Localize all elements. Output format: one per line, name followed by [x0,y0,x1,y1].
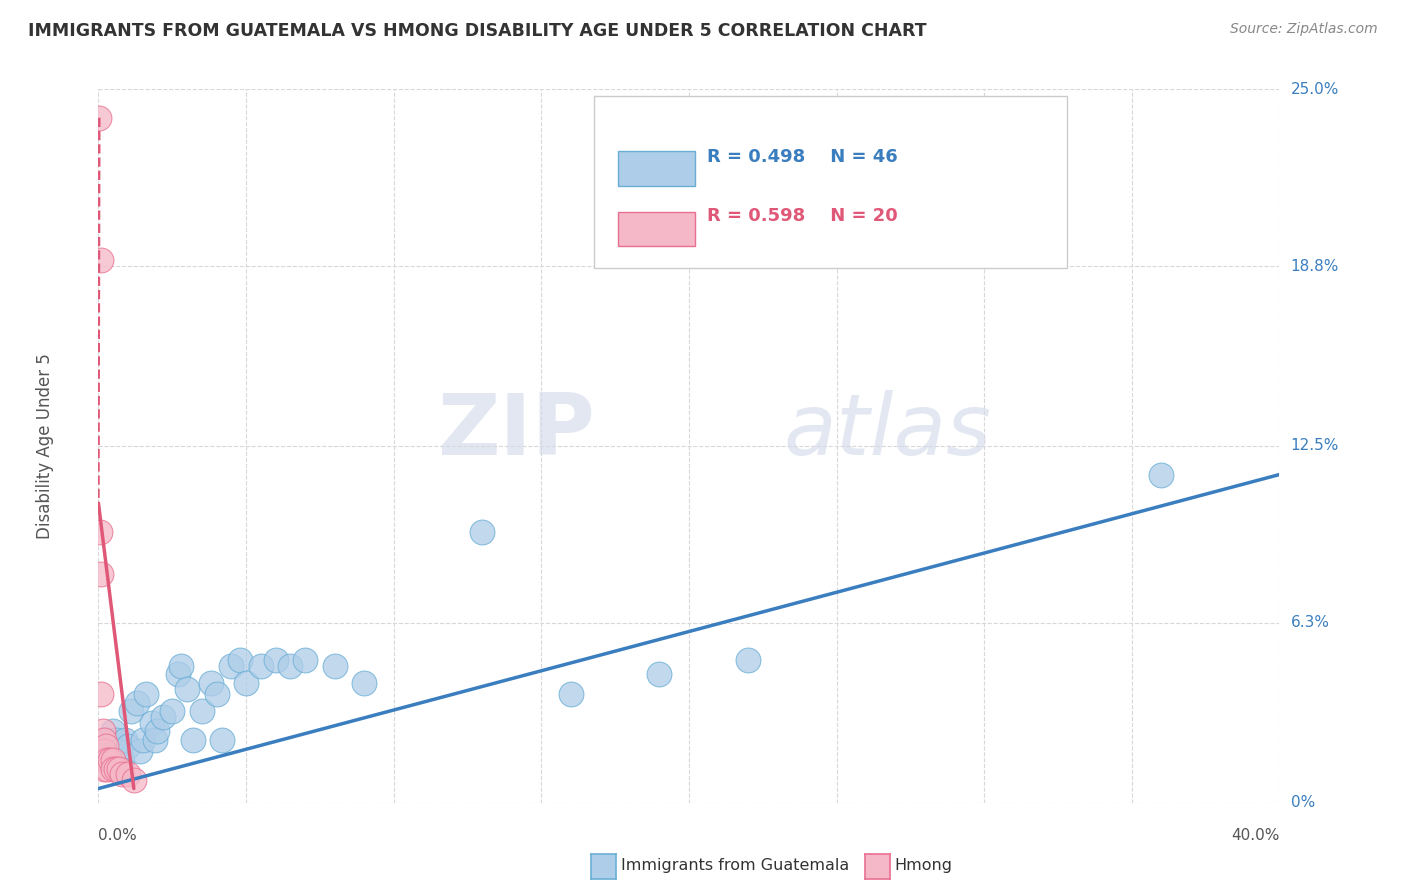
Point [105,733,128,747]
Point [94,739,117,753]
Point [1150,467,1173,482]
Point [125,696,148,710]
Point [737,653,759,667]
Point [117,767,139,781]
Point [176,681,198,696]
Point [229,653,252,667]
Point [103,762,125,776]
Point [96,744,118,758]
Point [141,715,163,730]
Point [108,744,131,758]
Point [235,676,257,690]
Point [353,676,375,690]
Point [219,658,242,673]
Text: Source: ZipAtlas.com: Source: ZipAtlas.com [1230,22,1378,37]
Text: IMMIGRANTS FROM GUATEMALA VS HMONG DISABILITY AGE UNDER 5 CORRELATION CHART: IMMIGRANTS FROM GUATEMALA VS HMONG DISAB… [28,22,927,40]
Point [105,762,128,776]
Point [648,667,671,681]
Text: 0%: 0% [1291,796,1315,810]
Point [120,705,142,719]
Point [191,705,214,719]
Point [89,111,111,125]
Point [152,710,174,724]
FancyBboxPatch shape [595,96,1067,268]
Point [90,687,112,701]
Point [181,733,204,747]
Point [143,733,166,747]
Point [90,567,112,582]
Point [111,767,134,781]
Point [89,524,111,539]
Point [98,739,121,753]
Text: 0.0%: 0.0% [98,828,138,843]
Point [170,658,193,673]
Point [471,524,494,539]
Point [93,753,115,767]
Point [132,733,155,747]
Point [162,705,183,719]
Point [323,658,346,673]
Point [278,658,302,673]
Text: 12.5%: 12.5% [1291,439,1339,453]
Point [122,772,145,787]
FancyBboxPatch shape [619,211,695,246]
Point [200,676,222,690]
Point [90,253,112,268]
Point [114,733,136,747]
Text: 18.8%: 18.8% [1291,259,1339,274]
Point [117,739,139,753]
Point [90,739,112,753]
Point [108,762,131,776]
Text: 6.3%: 6.3% [1291,615,1330,631]
Point [96,762,118,776]
Point [264,653,287,667]
Text: atlas: atlas [783,390,991,474]
Point [93,733,115,747]
Point [93,744,115,758]
Point [294,653,316,667]
Point [146,724,169,739]
Point [167,667,190,681]
Text: Disability Age Under 5: Disability Age Under 5 [37,353,55,539]
Point [103,753,125,767]
Point [211,733,233,747]
Point [103,739,125,753]
Point [205,687,228,701]
Point [98,750,121,764]
Text: ZIP: ZIP [437,390,595,474]
Text: R = 0.498    N = 46: R = 0.498 N = 46 [707,148,897,166]
Point [135,687,157,701]
Text: R = 0.598    N = 20: R = 0.598 N = 20 [707,207,897,225]
Text: Immigrants from Guatemala: Immigrants from Guatemala [621,858,849,872]
Text: 40.0%: 40.0% [1232,828,1279,843]
Point [128,744,150,758]
Point [103,724,125,739]
Point [96,733,118,747]
Point [250,658,273,673]
Point [93,762,115,776]
FancyBboxPatch shape [619,151,695,186]
Text: Hmong: Hmong [894,858,952,872]
Point [111,753,134,767]
Point [96,753,118,767]
Text: 25.0%: 25.0% [1291,82,1339,96]
Point [93,744,115,758]
Point [560,687,582,701]
Point [91,724,114,739]
Point [98,753,121,767]
